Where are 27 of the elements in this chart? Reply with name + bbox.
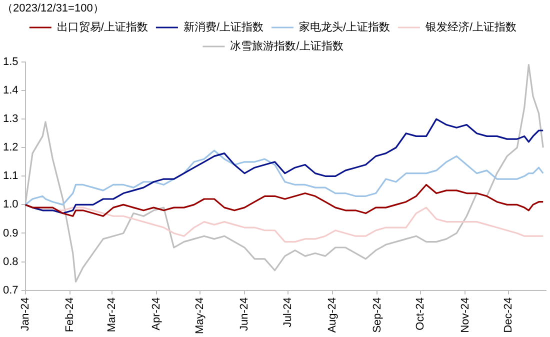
- y-tick-label: 0.9: [2, 227, 18, 240]
- x-tick-label: Nov-24: [459, 297, 472, 333]
- x-tick-label: Jan-24: [19, 297, 32, 331]
- x-tick-label: Jul-24: [282, 297, 294, 328]
- legend-label: 新消费/上证指数: [183, 20, 264, 34]
- y-tick-label: 1.0: [2, 198, 18, 211]
- y-tick-label: 1.2: [2, 142, 18, 154]
- x-tick-label: May-24: [194, 297, 206, 334]
- y-tick-label: 1.5: [2, 56, 18, 68]
- x-tick-label: Mar-24: [106, 297, 118, 332]
- legend-label: 冰雪旅游指数/上证指数: [230, 40, 344, 53]
- x-tick-label: Apr-24: [150, 297, 163, 330]
- legend-label: 银发经济/上证指数: [424, 20, 517, 34]
- x-tick-label: Dec-24: [502, 297, 515, 333]
- x-tick-label: Aug-24: [326, 297, 339, 333]
- x-tick-label: Feb-24: [64, 297, 76, 332]
- text: （2023/12/31=100）: [2, 2, 104, 15]
- y-tick-label: 1.4: [2, 84, 18, 97]
- x-tick-label: Oct-24: [414, 297, 427, 330]
- legend-label: 出口贸易/上证指数: [56, 20, 148, 34]
- x-tick-label: Jun-24: [238, 297, 251, 331]
- y-tick-label: 0.8: [2, 256, 18, 268]
- legend-label: 家电龙头/上证指数: [299, 20, 390, 34]
- y-tick-label: 0.7: [2, 284, 18, 296]
- y-tick-label: 1.3: [2, 113, 18, 126]
- y-tick-label: 1.1: [2, 170, 18, 182]
- x-tick-label: Sep-24: [371, 297, 384, 333]
